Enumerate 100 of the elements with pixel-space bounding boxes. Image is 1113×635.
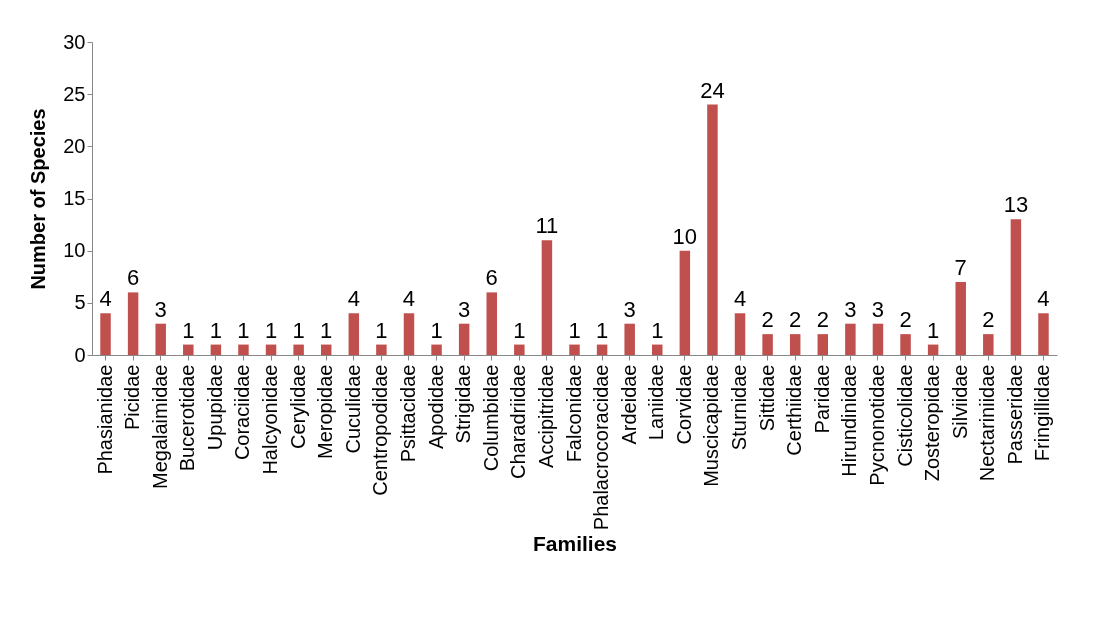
x-tick-label: Certhiidae bbox=[783, 364, 806, 456]
y-tick-label: 30 bbox=[63, 30, 86, 53]
data-label: 1 bbox=[182, 317, 195, 343]
x-tick-label: Laniidae bbox=[645, 364, 668, 441]
bar bbox=[458, 323, 470, 355]
y-tick-label: 20 bbox=[63, 134, 86, 157]
y-tick-label: 5 bbox=[74, 291, 86, 314]
y-axis-title: Number of Species bbox=[27, 108, 50, 290]
bar bbox=[127, 292, 139, 355]
bar bbox=[514, 344, 525, 355]
data-label: 1 bbox=[264, 317, 278, 343]
x-tick-label: Cerylidae bbox=[286, 364, 309, 449]
data-label: 1 bbox=[513, 317, 526, 343]
bar bbox=[155, 323, 166, 355]
data-label: 1 bbox=[320, 317, 333, 343]
data-label: 13 bbox=[1003, 192, 1029, 218]
bar bbox=[789, 334, 801, 355]
bar bbox=[624, 323, 635, 355]
y-tick-label: 10 bbox=[63, 239, 86, 262]
x-tick-label: Columbidae bbox=[479, 364, 502, 472]
y-tick-label: 25 bbox=[63, 82, 86, 105]
x-tick-label: Psittacidae bbox=[396, 364, 419, 463]
data-label: 2 bbox=[816, 307, 829, 333]
bar bbox=[955, 281, 966, 355]
data-label: 10 bbox=[672, 223, 698, 249]
bar bbox=[900, 334, 911, 355]
data-label: 2 bbox=[982, 307, 995, 333]
x-tick-label: Pycnonotidae bbox=[865, 364, 888, 486]
x-tick-label: Meropidae bbox=[314, 364, 337, 460]
data-label: 1 bbox=[927, 317, 940, 343]
bar bbox=[541, 240, 553, 355]
data-label: 4 bbox=[1037, 286, 1050, 312]
bar bbox=[845, 323, 856, 355]
x-tick-label: Fringillidae bbox=[1031, 364, 1054, 462]
bar bbox=[762, 334, 773, 355]
bar bbox=[238, 344, 249, 355]
x-axis-title: Families bbox=[532, 532, 618, 556]
data-label: 11 bbox=[535, 213, 559, 239]
bar bbox=[210, 344, 222, 355]
bar bbox=[817, 334, 829, 355]
x-tick-label: Charadriidae bbox=[507, 364, 530, 480]
x-tick-label: Apodidae bbox=[424, 364, 447, 450]
bar bbox=[983, 334, 994, 355]
bar bbox=[1038, 313, 1049, 355]
data-label: 1 bbox=[375, 317, 388, 343]
data-label: 4 bbox=[99, 286, 112, 312]
data-label: 1 bbox=[595, 317, 609, 343]
bar bbox=[403, 313, 415, 355]
data-label: 1 bbox=[237, 317, 250, 343]
data-label: 4 bbox=[733, 286, 747, 312]
data-label: 7 bbox=[954, 254, 967, 280]
x-tick-label: Bucerotidae bbox=[176, 364, 199, 472]
bar bbox=[486, 292, 497, 355]
data-label: 6 bbox=[485, 265, 498, 291]
bar bbox=[569, 344, 580, 355]
data-label: 3 bbox=[154, 296, 167, 322]
bar bbox=[348, 313, 360, 355]
data-label: 2 bbox=[761, 307, 774, 333]
data-label: 2 bbox=[789, 307, 802, 333]
x-tick-label: Muscicapidae bbox=[700, 364, 723, 487]
data-label: 3 bbox=[458, 296, 471, 322]
data-label: 4 bbox=[347, 286, 360, 312]
data-label: 4 bbox=[402, 286, 416, 312]
bar bbox=[265, 344, 277, 355]
data-label: 1 bbox=[430, 317, 443, 343]
x-tick-label: Cisticolidae bbox=[893, 364, 916, 467]
data-label: 1 bbox=[651, 317, 664, 343]
x-tick-label: Nectariniidae bbox=[976, 364, 999, 482]
data-label: 3 bbox=[623, 296, 636, 322]
data-label: 3 bbox=[871, 296, 885, 322]
x-tick-label: Phasianidae bbox=[93, 364, 116, 475]
x-tick-label: Silviidae bbox=[948, 364, 971, 439]
x-tick-label: Centropodidae bbox=[369, 364, 392, 496]
x-tick-label: Paridae bbox=[810, 364, 833, 434]
bar bbox=[652, 344, 663, 355]
x-tick-label: Sittidae bbox=[755, 364, 778, 432]
bar bbox=[431, 344, 442, 355]
data-label: 3 bbox=[844, 296, 857, 322]
x-tick-label: Zosteropidae bbox=[921, 364, 944, 482]
x-tick-label: Cuculidae bbox=[341, 364, 364, 454]
x-tick-label: Upupidae bbox=[203, 364, 226, 451]
bar bbox=[596, 344, 608, 355]
bar bbox=[183, 344, 194, 355]
x-tick-label: Accipitridae bbox=[534, 364, 557, 468]
x-tick-label: Hirundinidae bbox=[838, 364, 861, 477]
x-tick-label: Sturnidae bbox=[728, 364, 751, 451]
bar bbox=[100, 313, 111, 355]
bar bbox=[293, 344, 304, 355]
data-label: 6 bbox=[126, 265, 140, 291]
x-tick-label: Megalaimidae bbox=[148, 364, 171, 490]
x-tick-label: Strigidae bbox=[452, 364, 475, 444]
bar bbox=[707, 104, 718, 355]
x-tick-label: Halcyonidae bbox=[259, 364, 282, 475]
data-label: 2 bbox=[899, 307, 912, 333]
x-tick-label: Corvidae bbox=[672, 364, 695, 445]
bar bbox=[927, 344, 939, 355]
data-label: 1 bbox=[568, 317, 581, 343]
x-tick-label: Picidae bbox=[121, 364, 144, 431]
x-tick-label: Falconidae bbox=[562, 364, 585, 463]
data-label: 1 bbox=[292, 317, 305, 343]
